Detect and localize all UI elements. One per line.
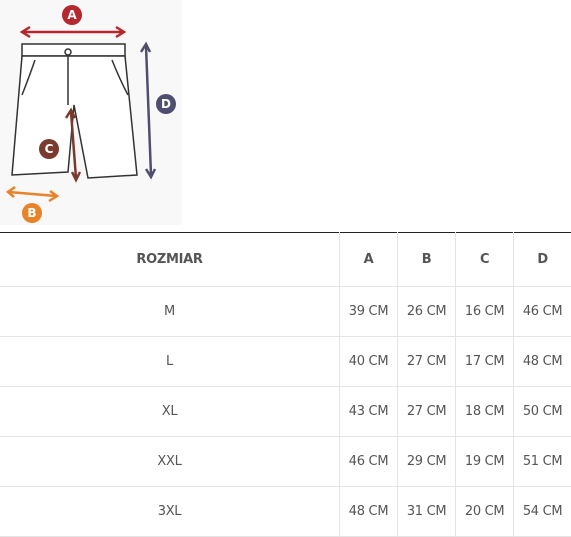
table-cell: 40 CM: [338, 336, 398, 387]
table-cell: 20 CM: [455, 486, 514, 537]
label-circle: [156, 94, 176, 114]
table-row: M 39 CM 26 CM 16 CM 46 CM: [0, 286, 571, 337]
table-cell: XL: [0, 386, 340, 437]
table-cell: 46 CM: [338, 436, 398, 487]
header-cell: C: [455, 232, 514, 287]
table-cell: 17 CM: [455, 336, 514, 387]
table-cell: 39 CM: [338, 286, 398, 337]
size-diagram: A D C B: [0, 0, 182, 225]
header-row: ROZMIAR A B C D: [0, 232, 571, 287]
table-cell: M: [0, 286, 340, 337]
header-cell: A: [338, 232, 398, 287]
table-cell: 51 CM: [513, 436, 571, 487]
label-circle: [39, 139, 59, 159]
table-cell: 54 CM: [513, 486, 571, 537]
label-b: B: [27, 206, 36, 220]
label-a: A: [67, 8, 77, 22]
table-cell: 18 CM: [455, 386, 514, 437]
label-circle: [62, 5, 82, 25]
table-cell: 43 CM: [338, 386, 398, 437]
arrow-c: [64, 107, 82, 183]
table-cell: 48 CM: [338, 486, 398, 537]
table-cell: 50 CM: [513, 386, 571, 437]
table-cell: 48 CM: [513, 336, 571, 387]
table-cell: 3XL: [0, 486, 340, 537]
table-row: XXL 46 CM 29 CM 19 CM 51 CM: [0, 436, 571, 487]
table-row: L 40 CM 27 CM 17 CM 48 CM: [0, 336, 571, 387]
table-cell: 19 CM: [455, 436, 514, 487]
table-row: XL 43 CM 27 CM 18 CM 50 CM: [0, 386, 571, 437]
label-circle: [22, 203, 42, 223]
size-table: ROZMIAR A B C D M 39 CM 26 CM 16 CM 46 CM L 40 CM 27…: [0, 232, 571, 537]
table-cell: L: [0, 336, 340, 387]
arrow-b: [5, 185, 60, 203]
header-cell: ROZMIAR: [0, 232, 340, 287]
table-cell: 27 CM: [397, 386, 456, 437]
table-cell: XXL: [0, 436, 340, 487]
label-c: C: [45, 142, 54, 156]
table-cell: 16 CM: [455, 286, 514, 337]
arrow-a: [19, 25, 127, 39]
label-d: D: [161, 97, 171, 111]
header-cell: D: [513, 232, 571, 287]
table-row: 3XL 48 CM 31 CM 20 CM 54 CM: [0, 486, 571, 537]
table-cell: 27 CM: [397, 336, 456, 387]
arrow-d: [139, 41, 157, 180]
header-cell: B: [397, 232, 456, 287]
table-cell: 31 CM: [397, 486, 456, 537]
table-cell: 26 CM: [397, 286, 456, 337]
table-cell: 46 CM: [513, 286, 571, 337]
table-cell: 29 CM: [397, 436, 456, 487]
